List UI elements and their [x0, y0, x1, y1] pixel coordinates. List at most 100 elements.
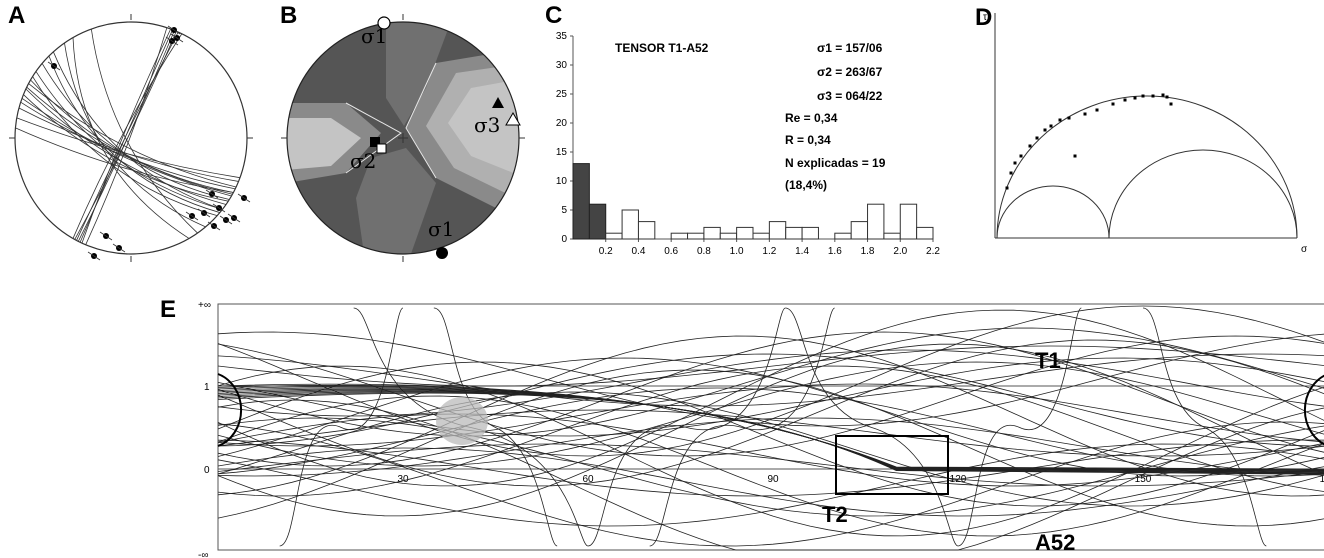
panel-label-b: B	[280, 2, 298, 29]
dihedra-curve	[217, 335, 1324, 497]
dihedra-curve	[217, 357, 1324, 437]
slip-arrow	[219, 215, 233, 225]
great-circle	[26, 86, 233, 195]
dihedra-curve	[217, 392, 1324, 475]
slip-arrow	[237, 193, 251, 203]
dihedra-curve	[217, 335, 1324, 457]
histogram-xtick-label: 2.0	[893, 246, 907, 257]
histogram-bar-light	[621, 209, 639, 240]
histogram-bar-light	[637, 221, 656, 240]
dihedra-curve	[217, 327, 1324, 437]
slip-arrow	[212, 203, 226, 213]
annot-n: N explicadas = 19	[785, 156, 886, 170]
histogram-xtick-label: 1.2	[762, 246, 776, 257]
slip-arrow	[197, 208, 211, 218]
mohr-point	[1009, 171, 1013, 175]
histogram-bar-light	[883, 232, 901, 240]
great-circle	[20, 101, 236, 190]
dihedra-curve	[217, 331, 1324, 467]
histogram-xtick-label: 1.4	[795, 246, 809, 257]
histogram-xtick-label: 1.0	[730, 246, 744, 257]
e-xtick-label: 60	[582, 474, 594, 485]
histogram-bar-light	[899, 203, 918, 240]
mohr-point	[1141, 94, 1145, 98]
histogram-bar-light	[768, 221, 787, 240]
mohr-point	[1043, 128, 1047, 132]
sigma3-filled-marker	[492, 97, 504, 108]
histogram-ytick-label: 30	[556, 60, 568, 71]
sigma3-label: σ3	[474, 113, 500, 137]
dihedra-curve	[433, 307, 558, 547]
great-circle	[79, 29, 173, 243]
mohr-point	[1028, 144, 1032, 148]
slip-arrow	[165, 36, 179, 46]
histogram-bar-light	[719, 232, 738, 240]
great-circle	[23, 94, 229, 202]
dihedra-curve	[217, 349, 1324, 417]
great-circle	[30, 79, 234, 193]
histogram-bar-dark	[588, 203, 607, 240]
panel-label-d: D	[975, 4, 993, 31]
mohr-point	[1013, 161, 1017, 165]
t2-box	[835, 435, 949, 495]
sigma1-top-label: σ1	[361, 24, 387, 48]
histogram-bar-light	[670, 232, 689, 240]
mohr-points	[1005, 93, 1173, 190]
mohr-circle-medium	[1108, 149, 1298, 239]
dihedra-curve	[217, 443, 1324, 527]
t1-right-half-circle	[1303, 374, 1324, 446]
panel-label-a: A	[8, 2, 26, 29]
great-circle	[28, 83, 237, 188]
histogram-bar-light	[736, 226, 754, 240]
mohr-point	[1111, 102, 1115, 106]
slip-arrow	[87, 251, 101, 261]
sigma3-open-marker	[505, 112, 521, 126]
histogram-xtick-label: 0.2	[599, 246, 613, 257]
slip-arrow	[205, 189, 219, 199]
sigma1-bottom-label: σ1	[428, 217, 454, 241]
slip-arrow	[99, 231, 113, 241]
t2-label: T2	[822, 502, 848, 527]
mohr-point	[1133, 96, 1137, 100]
histogram-xtick-label: 1.6	[828, 246, 842, 257]
great-circle	[90, 28, 198, 234]
mohr-point	[1019, 154, 1023, 158]
dihedra-curve	[217, 361, 1324, 507]
annot-sigma2: σ2 = 263/67	[817, 65, 883, 79]
contour-fill	[287, 22, 519, 254]
e-xtick-label: 90	[767, 474, 779, 485]
great-circle	[35, 71, 223, 210]
mohr-point	[1169, 102, 1173, 106]
plot-e-curves	[217, 305, 1324, 551]
mohr-point	[1067, 116, 1071, 120]
gray-highlight	[436, 397, 488, 445]
dihedra-curve	[217, 365, 1324, 497]
histogram-title: TENSOR T1-A52	[615, 41, 709, 55]
histogram-xtick-label: 0.8	[697, 246, 711, 257]
annot-pct: (18,4%)	[785, 178, 827, 192]
mohr-point	[1058, 118, 1062, 122]
dihedra-curve	[217, 399, 1324, 551]
e-ytick-0: 0	[204, 465, 210, 476]
dihedra-curve	[217, 439, 1324, 497]
slip-arrow	[170, 33, 184, 43]
t1-label: T1	[1035, 348, 1061, 373]
mohr-circle-large	[996, 95, 1298, 239]
great-circle	[64, 42, 206, 228]
mohr-point	[1123, 98, 1127, 102]
sigma1-filled-marker	[436, 247, 448, 259]
stereonet-b: σ1 σ2 σ3 σ1	[281, 14, 525, 262]
great-circle	[32, 76, 218, 217]
mohr-diagram-d: τ σ	[983, 12, 1308, 255]
stereonet-a-planes	[15, 27, 241, 245]
panel-label-c: C	[545, 2, 563, 29]
histogram-xtick-label: 1.8	[861, 246, 875, 257]
dihedra-curve	[217, 305, 1324, 457]
annot-sigma1: σ1 = 157/06	[817, 41, 883, 55]
mohr-point	[1083, 112, 1087, 116]
slip-arrow	[47, 61, 61, 71]
great-circle	[21, 97, 232, 197]
sigma2-label: σ2	[350, 149, 376, 173]
histogram-ytick-label: 15	[556, 147, 568, 158]
mohr-point	[1095, 108, 1099, 112]
